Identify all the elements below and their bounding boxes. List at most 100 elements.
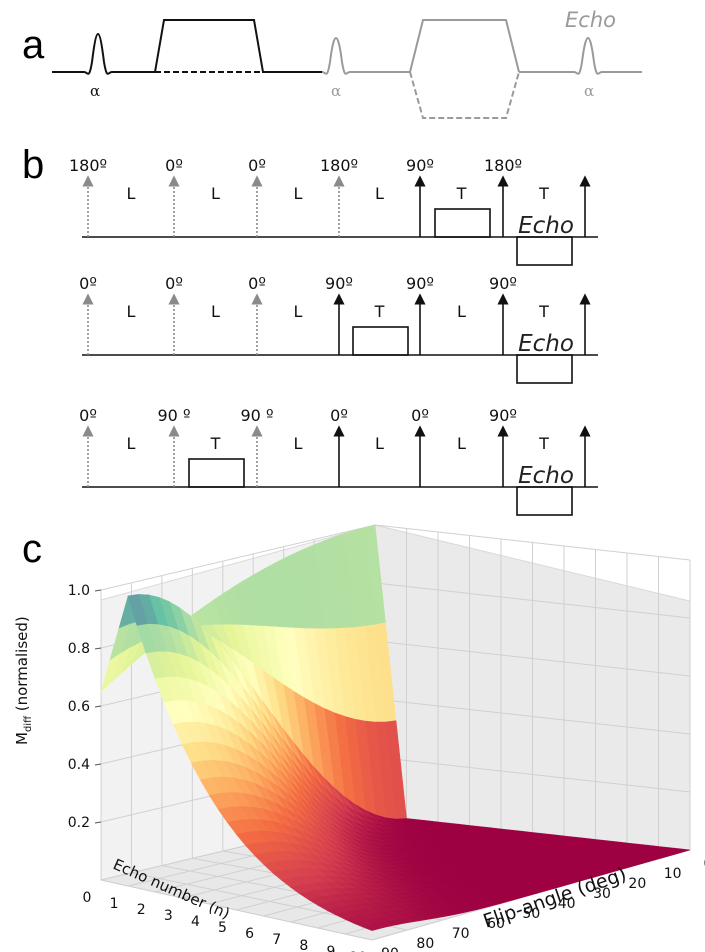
x-tick-label: 2	[137, 902, 146, 918]
y-tick-label: 20	[628, 876, 646, 892]
flip-angle-label: 90 º	[158, 406, 191, 425]
segment-label: L	[294, 434, 303, 453]
panel-c-label: c	[22, 527, 42, 571]
y-tick-label: 0	[704, 856, 705, 872]
y-tick-label: 90	[381, 946, 399, 952]
gradient-lobe	[352, 326, 409, 356]
flip-angle-label: 90º	[325, 274, 353, 293]
x-tick-label: 0	[83, 890, 92, 906]
panel-a-label: a	[22, 23, 45, 67]
segment-label: L	[294, 302, 303, 321]
z-tick-mark	[94, 763, 102, 766]
flip-angle-label: 0º	[79, 406, 97, 425]
axis-ticks: 1.0 0.8 0.6 0.4 0.2 0 1 2 3 4 5 6 7 8 9 10 0 10 20 30 40 50 60…	[68, 583, 705, 952]
flip-angle-label: 0º	[165, 274, 183, 293]
panel-b: b 180º 0º 0º 180º 90º 180º L L L L T T Echo 0º 0º 0º 90º…	[22, 143, 598, 516]
segment-label: T	[538, 302, 549, 321]
y-tick-label: 50	[522, 906, 540, 922]
z-tick-label: 1.0	[68, 583, 90, 599]
flip-angle-label: 0º	[248, 156, 266, 175]
segment-label: L	[127, 434, 136, 453]
flip-angle-label: 0º	[411, 406, 429, 425]
segment-label: T	[538, 184, 549, 203]
alpha-label-2: α	[331, 82, 341, 100]
y-tick-label: 80	[416, 936, 434, 952]
y-tick-label: 10	[664, 866, 682, 882]
gradient-lobe	[434, 208, 491, 238]
x-tick-label: 1	[110, 896, 119, 912]
gradient-2-bottom	[409, 71, 520, 119]
segment-label: L	[294, 184, 303, 203]
flip-angle-label: 90º	[406, 274, 434, 293]
surface-facet	[362, 923, 385, 931]
y-tick-label: 30	[593, 886, 611, 902]
gradient-2-top	[409, 19, 520, 73]
x-tick-label: 4	[191, 914, 200, 930]
y-tick-label: 70	[452, 926, 470, 942]
segment-label: L	[211, 184, 220, 203]
panel-b-label: b	[22, 143, 44, 187]
y-gridline	[100, 590, 373, 941]
z-tick-label: 0.2	[68, 815, 90, 831]
alpha-label-1: α	[90, 82, 100, 100]
panel-c: c 1.0 0.8 0.6 0.4 0.2 0 1 2 3 4 5 6 7 8 9 10 0 10 20 30 40 50…	[13, 524, 705, 952]
gradient-lobe-echo	[516, 236, 573, 266]
segment-label: T	[210, 434, 221, 453]
echo-label: Echo	[518, 331, 574, 357]
z-tick-label: 0.4	[68, 757, 90, 773]
y-tick-label: 60	[487, 916, 505, 932]
segment-label: L	[375, 184, 384, 203]
flip-angle-label: 180º	[484, 156, 522, 175]
y-gridline	[130, 582, 408, 931]
segment-label: L	[127, 302, 136, 321]
flip-angle-label: 90º	[489, 274, 517, 293]
flip-angle-label: 0º	[79, 274, 97, 293]
segment-label: L	[457, 434, 466, 453]
segment-label: T	[456, 184, 467, 203]
surface-chart: 1.0 0.8 0.6 0.4 0.2 0 1 2 3 4 5 6 7 8 9 10 0 10 20 30 40 50 60…	[13, 524, 705, 952]
segment-label: L	[457, 302, 466, 321]
sequence-row: 180º 0º 0º 180º 90º 180º L L L L T T Echo	[69, 156, 598, 266]
z-tick-mark	[94, 821, 102, 824]
segment-label: L	[127, 184, 136, 203]
rf-pulse-2	[321, 36, 410, 75]
x-tick-label: 8	[299, 938, 308, 952]
gradient-lobe	[188, 458, 245, 488]
surface	[100, 524, 691, 931]
x-tick-label: 3	[164, 908, 173, 924]
gradient-lobe-echo	[516, 486, 573, 516]
gradient-1	[154, 19, 322, 73]
flip-angle-label: 180º	[69, 156, 107, 175]
x-tick-label: 7	[272, 932, 281, 948]
segment-label: T	[374, 302, 385, 321]
x-tick-label: 9	[326, 944, 335, 952]
segment-label: L	[375, 434, 384, 453]
z-tick-label: 0.8	[68, 641, 90, 657]
flip-angle-label: 90º	[406, 156, 434, 175]
flip-angle-label: 0º	[330, 406, 348, 425]
gradient-lobe-echo	[516, 354, 573, 384]
segment-label: T	[538, 434, 549, 453]
alpha-label-3: α	[584, 82, 594, 100]
z-axis-label: Mdiff (normalised)	[13, 616, 34, 745]
sequence-row: 0º 90 º 90 º 0º 0º 90º L T L L L T Echo	[79, 406, 598, 516]
segment-label: L	[211, 302, 220, 321]
sequence-row: 0º 0º 0º 90º 90º 90º L L L T L T Echo	[79, 274, 598, 384]
x-tick-label: 6	[245, 926, 254, 942]
x-tick-label: 5	[218, 920, 227, 936]
flip-angle-label: 0º	[248, 274, 266, 293]
flip-angle-label: 90º	[489, 406, 517, 425]
panel-a: a α α α Echo	[22, 8, 642, 119]
x-tick-label: 10	[349, 950, 367, 952]
z-tick-label: 0.6	[68, 699, 90, 715]
flip-angle-label: 180º	[320, 156, 358, 175]
y-tick-label: 40	[558, 896, 576, 912]
z-tick-mark	[94, 705, 102, 708]
z-tick-mark	[94, 647, 102, 650]
flip-angle-label: 90 º	[241, 406, 274, 425]
echo-label: Echo	[518, 213, 574, 239]
echo-label-a: Echo	[565, 8, 616, 32]
echo-label: Echo	[518, 463, 574, 489]
rf-pulse-echo	[519, 36, 642, 75]
